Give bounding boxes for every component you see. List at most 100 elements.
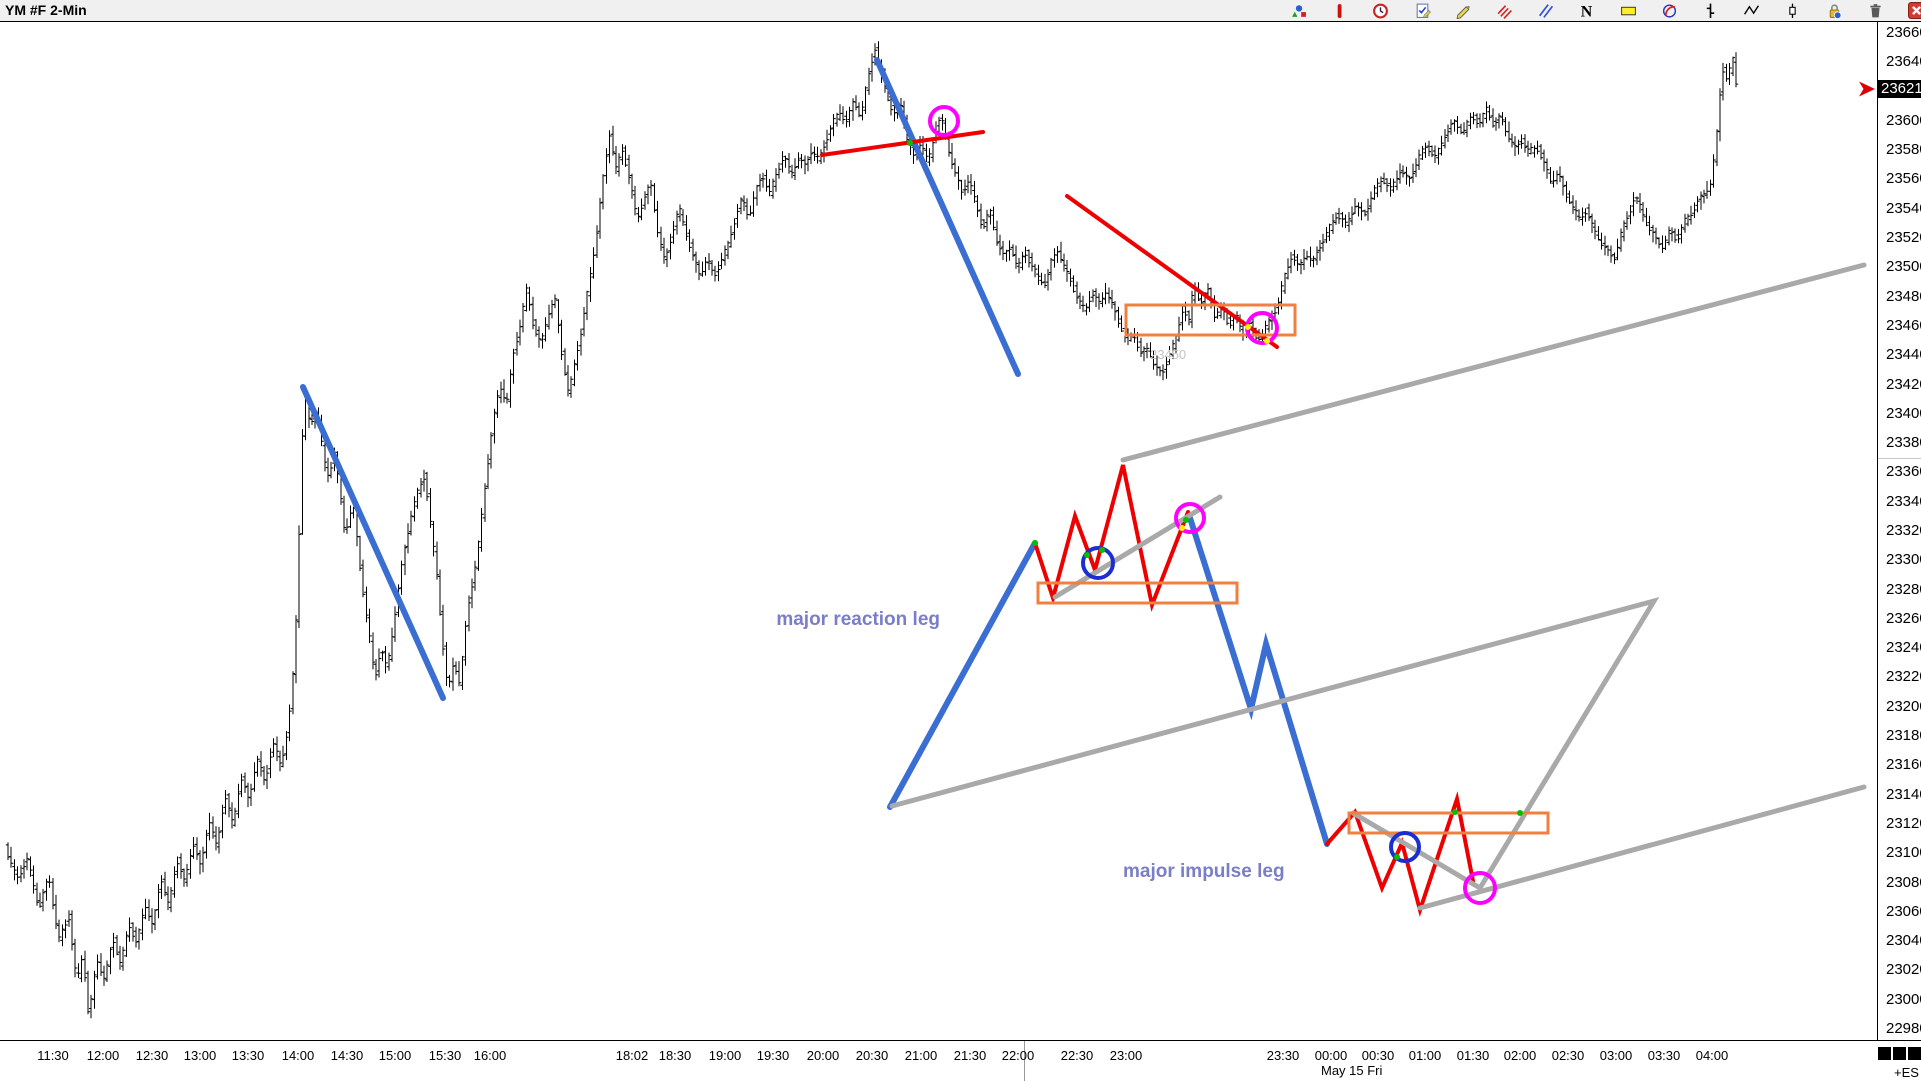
price-tick-label: 23020	[1886, 961, 1921, 979]
blue-impulse-down-leg[interactable]	[1187, 515, 1330, 847]
text-tool-icon[interactable]: N	[1578, 2, 1595, 20]
red-mid-trendline[interactable]	[1065, 194, 1279, 349]
chart-title: YM #F 2-Min	[5, 2, 87, 18]
price-tick-label: 23380	[1886, 434, 1921, 452]
scale-divider	[1878, 458, 1921, 459]
price-tick-label: 23100	[1886, 844, 1921, 862]
zigzag-tool-icon[interactable]	[1743, 2, 1760, 19]
time-tick-label: 14:00	[281, 1048, 315, 1063]
magenta-circle-reaction[interactable]	[1174, 502, 1206, 534]
price-tick-label: 23400	[1886, 404, 1921, 422]
blue-reaction-up-leg[interactable]	[887, 540, 1038, 810]
time-tick-label: 01:30	[1456, 1048, 1490, 1063]
price-tick-label: 23440	[1886, 346, 1921, 364]
title-bar[interactable]: YM #F 2-Min N	[0, 0, 1921, 22]
price-tick-label: 23200	[1886, 697, 1921, 715]
impulse-leg-label[interactable]: major impulse leg	[1123, 861, 1285, 882]
price-tick-label: 23120	[1886, 814, 1921, 832]
blue-swing-left[interactable]	[300, 384, 446, 701]
pencil-icon[interactable]	[1455, 2, 1472, 19]
price-tick-label: 23420	[1886, 375, 1921, 393]
blue-circle-reaction[interactable]	[1081, 546, 1115, 580]
svg-text:N: N	[1581, 3, 1593, 19]
delete-tool-icon[interactable]	[1867, 2, 1884, 19]
gray-impulse-diagonal[interactable]	[1350, 810, 1483, 891]
price-bars	[5, 41, 1739, 1019]
price-tick-label: 23600	[1886, 111, 1921, 129]
price-axis[interactable]: 2366023640236202360023580235602354023520…	[1877, 22, 1921, 1040]
magenta-circle-impulse[interactable]	[1463, 871, 1497, 905]
gray-lower-channel[interactable]	[889, 596, 1660, 891]
notes-icon[interactable]	[1414, 2, 1431, 19]
yellow-marker-dot	[1245, 324, 1251, 330]
axis-nav-button[interactable]	[1908, 1047, 1921, 1060]
date-label: May 15 Fri	[1321, 1063, 1383, 1078]
magenta-circle-top[interactable]	[928, 105, 960, 137]
price-tick-label: 23640	[1886, 53, 1921, 71]
drawing-toolbar: N	[1290, 2, 1921, 21]
candle-tool-icon[interactable]	[1784, 2, 1801, 19]
time-tick-label: 12:00	[86, 1048, 120, 1063]
arc-tool-icon[interactable]	[1661, 2, 1678, 19]
price-tick-label: 23240	[1886, 639, 1921, 657]
price-tick-label: 23160	[1886, 756, 1921, 774]
parallel-lines-icon[interactable]	[1537, 2, 1554, 19]
lock-icon[interactable]	[1826, 2, 1843, 20]
blue-swing-top[interactable]	[874, 57, 1021, 377]
time-tick-label: 13:30	[231, 1048, 265, 1063]
green-marker-dot	[1452, 809, 1458, 815]
time-tick-label: 15:30	[428, 1048, 462, 1063]
time-tick-label: 12:30	[135, 1048, 169, 1063]
time-tick-label: 18:30	[658, 1048, 692, 1063]
price-tick-label: 23480	[1886, 287, 1921, 305]
price-tick-label: 23520	[1886, 229, 1921, 247]
clock-icon[interactable]	[1372, 2, 1389, 19]
fib-retracement-icon[interactable]	[1496, 2, 1513, 20]
red-top-trendline[interactable]	[820, 130, 985, 157]
time-tick-label: 14:30	[330, 1048, 364, 1063]
green-marker-dot	[1032, 540, 1038, 546]
price-tick-label: 23540	[1886, 199, 1921, 217]
time-tick-label: 20:30	[855, 1048, 889, 1063]
time-tick-label: 18:02	[615, 1048, 649, 1063]
time-tick-label: 03:30	[1647, 1048, 1681, 1063]
gray-lower-right-channel[interactable]	[1417, 784, 1867, 911]
time-axis[interactable]: May 15 Fri +ES 11:30 12:00 12:30 13:00 13:30…	[0, 1040, 1921, 1081]
price-tick-label: 23000	[1886, 990, 1921, 1008]
zone-box-impulse[interactable]	[1347, 811, 1550, 835]
gray-upper-channel[interactable]	[1120, 262, 1867, 463]
time-tick-label: 16:00	[473, 1048, 507, 1063]
zone-box-reaction[interactable]	[1036, 581, 1239, 605]
time-tick-label: 15:00	[378, 1048, 412, 1063]
bar-series-icon[interactable]	[1331, 2, 1348, 19]
blue-circle-impulse[interactable]	[1389, 831, 1421, 863]
time-tick-label: 13:00	[183, 1048, 217, 1063]
price-tick-label: 23040	[1886, 932, 1921, 950]
time-tick-label: 22:30	[1060, 1048, 1094, 1063]
session-separator	[1024, 1041, 1025, 1081]
price-tick-label: 23080	[1886, 873, 1921, 891]
time-tick-label: 02:00	[1503, 1048, 1537, 1063]
axis-nav-button[interactable]	[1893, 1047, 1906, 1060]
price-bar-icon[interactable]	[1702, 2, 1719, 19]
axis-nav-button[interactable]	[1878, 1047, 1891, 1060]
price-tick-label: 23180	[1886, 727, 1921, 745]
green-marker-dot	[1517, 810, 1523, 816]
zone-box-top[interactable]	[1124, 303, 1297, 337]
price-tick-label: 23220	[1886, 668, 1921, 686]
close-icon[interactable]	[1908, 2, 1921, 19]
time-tick-label: 02:30	[1551, 1048, 1585, 1063]
last-price-arrow-icon	[1859, 81, 1875, 97]
linked-symbol-label: +ES	[1894, 1065, 1919, 1080]
rectangle-tool-icon[interactable]	[1620, 2, 1637, 19]
chart-values-icon[interactable]	[1290, 2, 1307, 19]
gray-reaction-diagonal[interactable]	[1052, 494, 1223, 600]
reaction-leg-label[interactable]: major reaction leg	[776, 609, 940, 630]
price-tick-label: 23300	[1886, 551, 1921, 569]
time-tick-label: 03:00	[1599, 1048, 1633, 1063]
price-tick-label: 23580	[1886, 141, 1921, 159]
time-tick-label: 04:00	[1695, 1048, 1729, 1063]
price-tick-label: 22980	[1886, 1020, 1921, 1037]
